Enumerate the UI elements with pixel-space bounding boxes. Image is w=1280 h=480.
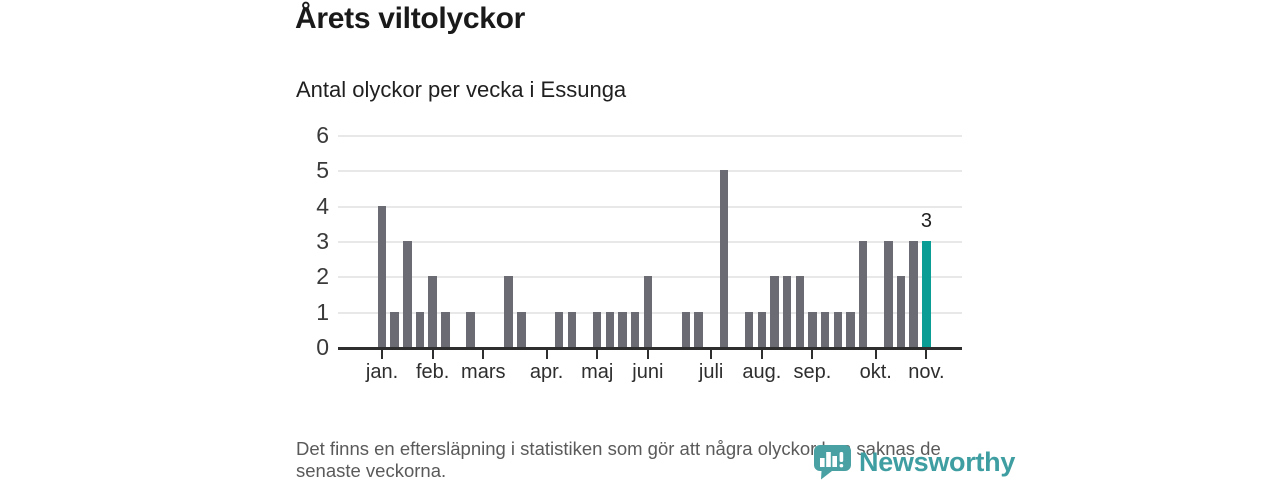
x-tick-juli — [710, 350, 713, 359]
gridline-y6 — [338, 135, 962, 137]
bar-week-16 — [567, 311, 577, 347]
bar-week-34 — [795, 276, 805, 347]
x-tick-mars — [482, 350, 485, 359]
bar-week-37 — [833, 311, 842, 347]
gridline-y5 — [338, 170, 962, 173]
x-tick-maj — [596, 350, 599, 359]
bar-week-12 — [517, 311, 526, 347]
x-tick-label-apr: apr. — [529, 361, 564, 383]
gridline-y3 — [338, 241, 962, 243]
x-tick-label-mars: mars — [461, 361, 506, 383]
bar-week-2 — [390, 311, 399, 347]
y-tick-label-0: 0 — [316, 334, 329, 360]
x-tick-label-feb: feb. — [415, 361, 450, 383]
bar-week-3 — [403, 241, 412, 347]
newsworthy-logo[interactable]: Newsworthy — [812, 444, 1015, 480]
x-tick-aug — [760, 350, 763, 359]
x-tick-jan — [381, 350, 383, 359]
newsworthy-chart-bubble-icon — [814, 445, 851, 480]
y-tick-label-2: 2 — [316, 263, 329, 290]
highlight-value-annotation: 3 — [920, 210, 932, 232]
bar-week-36 — [820, 311, 830, 347]
bar-week-28 — [719, 170, 729, 347]
bar-week-35 — [808, 311, 817, 347]
x-tick-label-nov: nov. — [908, 361, 945, 383]
x-tick-label-juli: juli — [698, 361, 724, 383]
footnote-text: Det finns en eftersläpning i statistiken… — [296, 438, 941, 480]
bar-week-26 — [694, 311, 703, 347]
bar-week-43 — [909, 241, 918, 347]
bar-week-30 — [744, 311, 754, 347]
gridline-y4 — [338, 205, 962, 208]
x-tick-label-aug: aug. — [742, 361, 782, 383]
x-tick-apr — [545, 350, 548, 359]
bar-week-5 — [428, 276, 437, 347]
x-tick-sep — [811, 350, 814, 359]
bar-week-19 — [605, 311, 615, 347]
chart-subtitle: Antal olyckor per vecka i Essunga — [296, 77, 627, 102]
y-tick-label-3: 3 — [316, 228, 329, 254]
bar-week-44 — [922, 241, 931, 347]
x-tick-nov — [925, 350, 928, 359]
bar-week-31 — [757, 311, 767, 347]
y-axis-labels: 0 1 2 3 4 5 6 — [296, 122, 333, 375]
x-tick-feb — [431, 350, 434, 359]
x-tick-label-maj: maj — [581, 361, 614, 383]
bar-chart-plot-area: jan. feb. mars apr. maj juni juli aug. sep. okt. n… — [338, 135, 962, 383]
bar-week-15 — [554, 311, 564, 347]
bar-week-21 — [630, 311, 640, 347]
bar-week-22 — [643, 276, 653, 347]
y-tick-label-4: 4 — [316, 192, 329, 219]
bar-week-6 — [441, 311, 450, 347]
x-tick-okt — [874, 350, 877, 359]
bar-week-32 — [770, 276, 779, 347]
y-tick-label-1: 1 — [316, 298, 329, 325]
bar-week-42 — [896, 276, 906, 347]
page-title: Årets viltolyckor — [295, 2, 525, 35]
bar-week-25 — [681, 311, 691, 347]
bar-week-18 — [592, 311, 602, 347]
x-tick-label-juni: juni — [632, 361, 664, 383]
x-tick-label-jan: jan. — [365, 361, 399, 383]
bar-week-20 — [618, 311, 627, 347]
newsworthy-wordmark: Newsworthy — [859, 446, 1016, 477]
bar-week-38 — [846, 311, 855, 347]
x-tick-juni — [646, 350, 649, 359]
bar-week-11 — [504, 276, 513, 347]
bar-week-41 — [884, 241, 893, 347]
bar-week-4 — [415, 311, 425, 347]
x-tick-label-okt: okt. — [859, 361, 892, 383]
x-tick-label-sep: sep. — [793, 361, 832, 383]
bar-week-33 — [782, 276, 792, 347]
bar-week-39 — [858, 241, 868, 347]
y-tick-label-6: 6 — [316, 122, 329, 148]
bar-week-8 — [466, 311, 475, 347]
bar-week-1 — [377, 205, 387, 347]
y-tick-label-5: 5 — [316, 157, 329, 184]
